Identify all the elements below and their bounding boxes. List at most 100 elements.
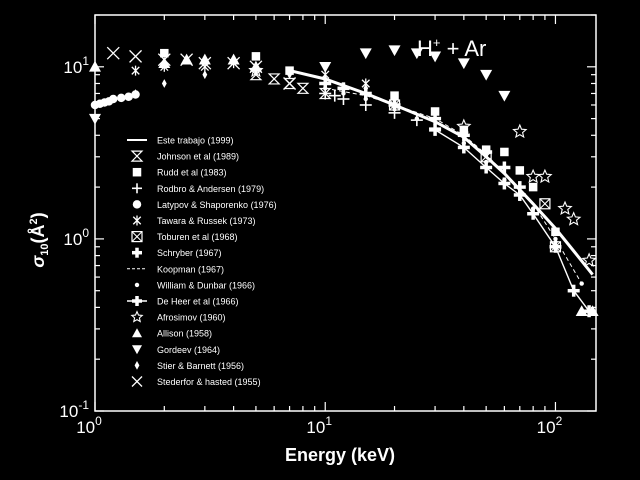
data-point bbox=[498, 177, 511, 190]
y-tick-label: 101 bbox=[63, 54, 89, 77]
legend-item-11: De Heer et al (1966) bbox=[127, 296, 239, 307]
annotation-sup: + bbox=[433, 35, 441, 50]
series-15 bbox=[133, 66, 397, 104]
data-point bbox=[251, 52, 261, 61]
data-point bbox=[392, 105, 397, 110]
data-point bbox=[198, 53, 211, 65]
y-axis-unit: (Å bbox=[28, 224, 48, 243]
legend-label: De Heer et al (1966) bbox=[157, 297, 239, 307]
data-point bbox=[133, 89, 138, 98]
data-point bbox=[429, 51, 442, 63]
data-point bbox=[480, 145, 493, 158]
data-point bbox=[202, 70, 208, 80]
data-point bbox=[89, 113, 101, 125]
data-point-d2 bbox=[283, 77, 297, 90]
data-point bbox=[322, 74, 328, 84]
data-point bbox=[500, 147, 509, 157]
x-tick-label: 101 bbox=[306, 414, 332, 437]
x-axis-title: Energy (keV) bbox=[285, 445, 395, 465]
data-point bbox=[328, 89, 341, 102]
legend-label: Gordeev (1964) bbox=[157, 345, 220, 355]
x-tick-label: 100 bbox=[76, 414, 102, 437]
legend-swatch-marker bbox=[132, 167, 142, 177]
data-point bbox=[553, 236, 558, 242]
data-point bbox=[498, 161, 511, 174]
legend-swatch-marker bbox=[132, 296, 142, 306]
legend-item-3: Rudd et al (1983) bbox=[132, 167, 227, 178]
y-tick-label: 100 bbox=[63, 226, 89, 249]
data-point bbox=[566, 211, 582, 226]
data-point bbox=[480, 69, 493, 81]
data-point bbox=[539, 198, 551, 210]
legend-item-5: Latypov & Shaporenko (1976) bbox=[132, 200, 277, 210]
plot-border bbox=[94, 14, 597, 412]
series-line bbox=[325, 87, 583, 284]
legend-label: Johnson et al (1989) bbox=[157, 152, 239, 162]
plot-frame bbox=[94, 14, 597, 412]
data-point bbox=[161, 79, 167, 88]
legend-swatch-marker bbox=[132, 247, 142, 258]
legend-swatch-marker bbox=[134, 282, 140, 288]
data-point bbox=[430, 107, 440, 116]
data-point bbox=[581, 252, 597, 267]
data-point bbox=[429, 123, 442, 136]
data-point bbox=[456, 118, 472, 133]
legend-swatch-marker-d2 bbox=[131, 376, 143, 387]
data-point bbox=[527, 207, 540, 220]
legend-item-13: Allison (1958) bbox=[132, 328, 212, 339]
data-point bbox=[296, 82, 310, 94]
y-tick-exponent: -1 bbox=[78, 398, 89, 412]
data-point-d2 bbox=[129, 49, 143, 63]
data-point bbox=[512, 123, 528, 139]
data-point bbox=[513, 188, 526, 201]
y-axis-sub: 10 bbox=[39, 243, 51, 255]
legend-label: Tawara & Russek (1973) bbox=[157, 216, 256, 226]
data-point bbox=[287, 70, 292, 80]
legend-swatch-marker bbox=[132, 200, 142, 209]
data-point bbox=[392, 94, 397, 104]
data-point bbox=[363, 83, 369, 93]
legend-swatch-marker bbox=[131, 231, 143, 243]
axis-ticks bbox=[94, 14, 596, 412]
data-point bbox=[498, 90, 511, 102]
legend-label: Stederfor & hasted (1955) bbox=[157, 377, 261, 387]
legend-item-6: Tawara & Russek (1973) bbox=[132, 215, 256, 226]
legend-swatch-marker-d2 bbox=[131, 231, 143, 242]
annotation-base: H bbox=[417, 36, 433, 61]
data-point bbox=[363, 96, 368, 102]
y-tick-label: 10-1 bbox=[59, 398, 89, 421]
data-point bbox=[567, 284, 580, 297]
data-point bbox=[267, 73, 281, 85]
legend-item-14: Gordeev (1964) bbox=[132, 345, 220, 355]
legend-item-10: William & Dunbar (1966) bbox=[134, 280, 255, 290]
series-layer bbox=[89, 45, 599, 318]
x-tick-base: 10 bbox=[537, 418, 556, 437]
data-point bbox=[557, 200, 573, 216]
legend-item-12: Afrosimov (1960) bbox=[130, 310, 226, 323]
legend-label: Allison (1958) bbox=[157, 329, 212, 339]
data-point-d2 bbox=[539, 198, 551, 210]
legend-item-15: Stier & Barnett (1956) bbox=[134, 361, 244, 371]
legend-item-9: Koopman (1967) bbox=[127, 264, 224, 274]
series-9 bbox=[325, 87, 583, 284]
data-point-d2 bbox=[227, 56, 241, 70]
series-11 bbox=[429, 123, 596, 318]
legend-label: Stier & Barnett (1956) bbox=[157, 361, 244, 371]
data-point bbox=[157, 53, 171, 67]
data-point bbox=[528, 182, 538, 192]
series-16 bbox=[106, 46, 297, 90]
data-point bbox=[341, 91, 346, 96]
legend: Este trabajo (1999) Johnson et al (1989) R… bbox=[127, 136, 277, 387]
x-tick-exponent: 0 bbox=[95, 414, 102, 428]
data-point bbox=[457, 58, 470, 70]
y-axis-title: σ10(Å2) bbox=[28, 212, 51, 267]
y-tick-base: 10 bbox=[63, 58, 82, 77]
legend-label: Rodbro & Andersen (1979) bbox=[157, 184, 264, 194]
data-point bbox=[549, 240, 562, 253]
data-point bbox=[131, 65, 140, 76]
data-point-d2 bbox=[198, 56, 212, 70]
data-point bbox=[586, 305, 599, 317]
